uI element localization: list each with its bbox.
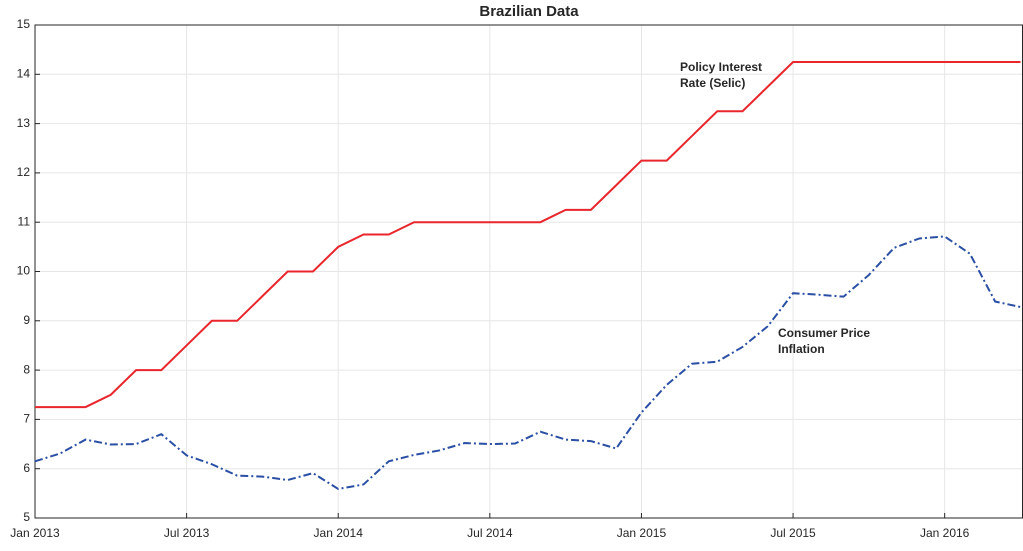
x-tick-label: Jul 2013 <box>164 526 210 540</box>
y-tick-label: 15 <box>17 17 31 31</box>
y-tick-label: 11 <box>18 214 31 228</box>
y-tick-label: 7 <box>23 412 30 426</box>
chart-title: Brazilian Data <box>479 3 579 20</box>
series-line <box>35 60 1021 409</box>
y-tick-label: 12 <box>17 165 31 179</box>
x-tick-label: Jan 2016 <box>920 526 970 540</box>
y-tick-label: 13 <box>17 116 31 130</box>
annotation: Rate (Selic) <box>680 76 745 90</box>
x-tick-label: Jul 2014 <box>467 526 513 540</box>
y-tick-label: 10 <box>17 264 31 278</box>
annotation: Consumer Price <box>778 326 870 340</box>
y-tick-label: 5 <box>23 510 30 524</box>
x-tick-label: Jul 2015 <box>770 526 816 540</box>
x-tick-label: Jan 2014 <box>314 526 364 540</box>
y-tick-label: 14 <box>17 66 31 80</box>
x-tick-label: Jan 2013 <box>10 526 60 540</box>
y-tick-label: 6 <box>23 461 30 475</box>
y-tick-label: 9 <box>23 313 30 327</box>
x-tick-label: Jan 2015 <box>617 526 667 540</box>
y-tick-label: 8 <box>23 362 30 376</box>
annotation: Policy Interest <box>680 60 762 74</box>
annotation: Inflation <box>778 342 825 356</box>
series-line <box>34 235 1021 490</box>
